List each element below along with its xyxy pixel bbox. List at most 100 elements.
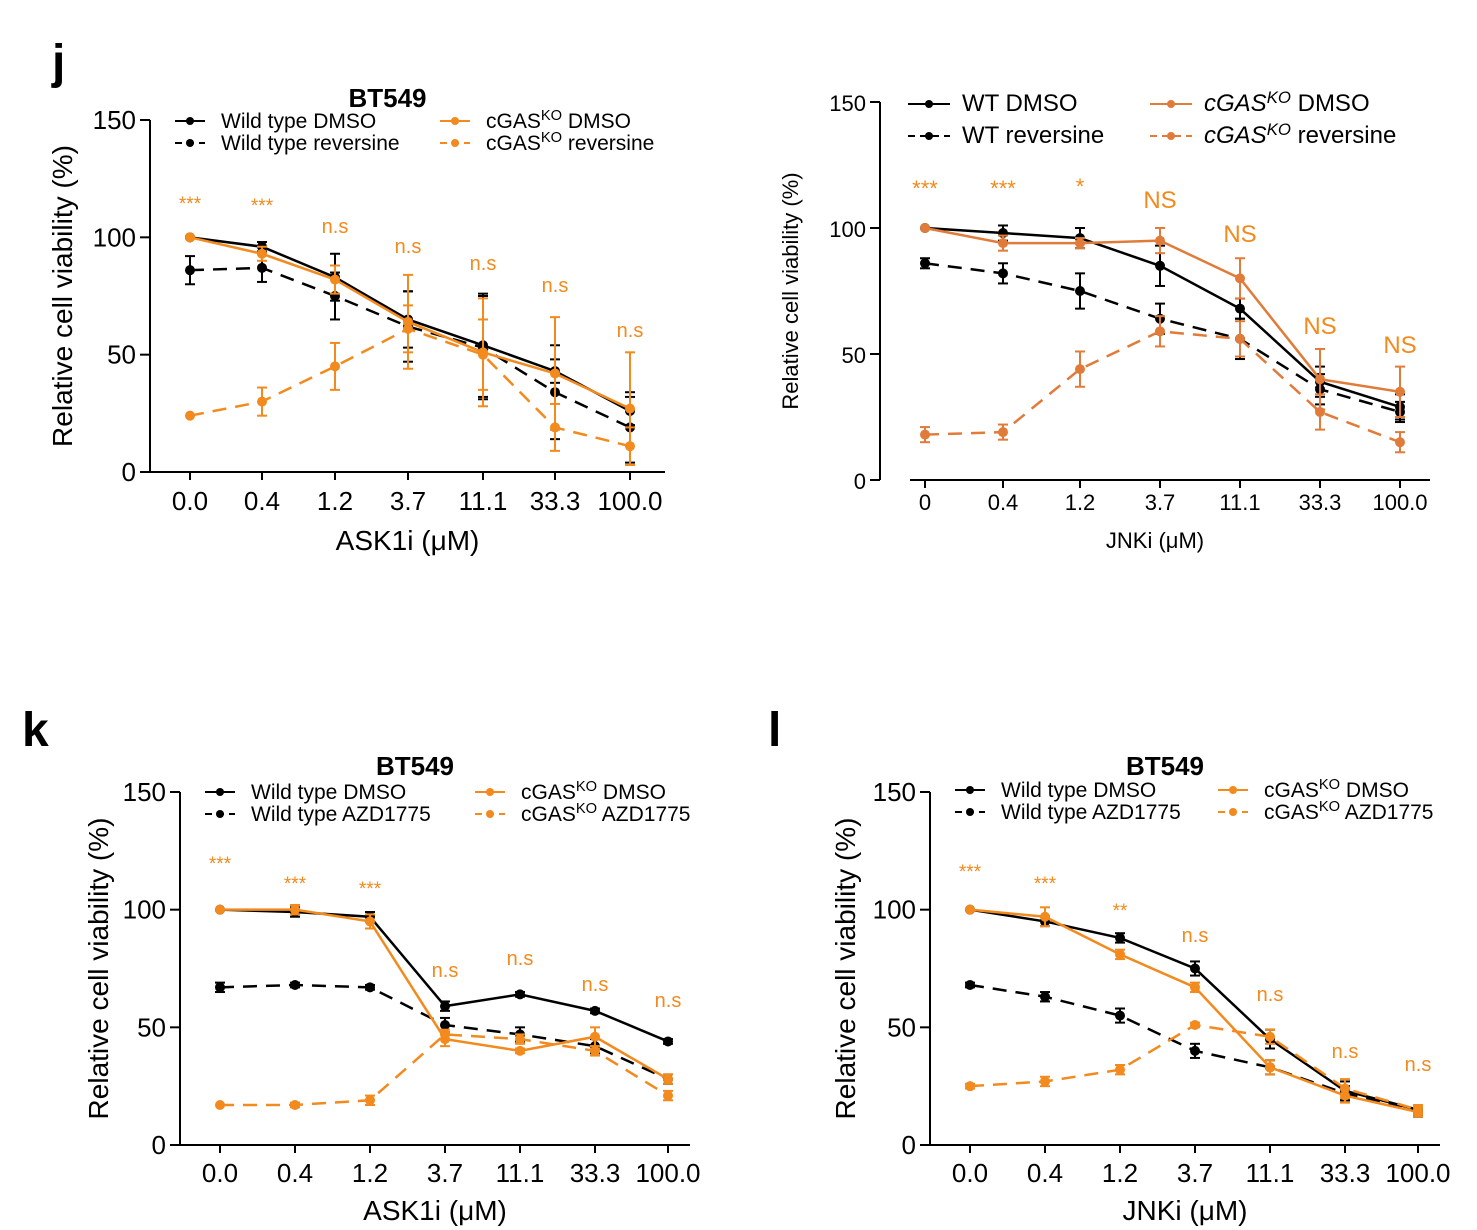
x-tick-label: 1.2 bbox=[317, 486, 353, 516]
x-tick-label: 0.4 bbox=[988, 490, 1019, 515]
significance-annotations: *** *** *** n.s n.s n.s n.s bbox=[209, 854, 681, 1012]
legend-label: Wild type reversine bbox=[221, 132, 400, 155]
data-point bbox=[1190, 982, 1200, 993]
legend-label-rest: reversine bbox=[562, 132, 654, 155]
legend-label: cGASKO reversine bbox=[1204, 120, 1396, 149]
data-point bbox=[920, 258, 930, 269]
data-point bbox=[1040, 911, 1050, 922]
x-tick-label: 0.4 bbox=[244, 486, 280, 516]
x-tick-label: 1.2 bbox=[1065, 490, 1096, 515]
legend-label: Wild type DMSO bbox=[251, 781, 406, 804]
x-tick-label: 100.0 bbox=[635, 1158, 700, 1188]
legend-item: WT DMSO bbox=[908, 90, 1078, 117]
data-point bbox=[365, 1095, 375, 1106]
data-point bbox=[290, 1099, 300, 1110]
legend-swatch-marker bbox=[925, 132, 933, 140]
significance-label: *** bbox=[912, 176, 938, 201]
panel-letter: j bbox=[51, 36, 65, 89]
x-tick-label: 100.0 bbox=[597, 486, 662, 516]
legend-item: Wild type DMSO bbox=[175, 110, 376, 133]
x-tick-label: 3.7 bbox=[1177, 1158, 1213, 1188]
significance-annotations: ********n.sn.sn.sn.s bbox=[959, 862, 1431, 1076]
series-3 bbox=[920, 223, 1405, 418]
data-point bbox=[550, 422, 560, 433]
data-point bbox=[590, 1005, 600, 1016]
data-point bbox=[1315, 374, 1325, 385]
y-tick-label: 50 bbox=[887, 1012, 916, 1042]
y-tick-label: 100 bbox=[123, 895, 166, 925]
axes: 0 50 100 150 0 0.4 1.2 3.7 11.1 33.3 100.0 JNKi (μM… bbox=[778, 91, 1430, 553]
legend-swatch-marker bbox=[186, 117, 194, 125]
x-tick-label: 0.4 bbox=[1027, 1158, 1063, 1188]
data-point bbox=[625, 403, 635, 414]
data-point bbox=[365, 916, 375, 927]
data-point bbox=[440, 1001, 450, 1012]
significance-label: NS bbox=[1383, 332, 1416, 359]
legend-label: Wild type DMSO bbox=[1001, 779, 1156, 802]
chart-panel-j: j BT549 0 50 100 150 0.0 0.4 1.2 3.7 11.1 33.3 100.0… bbox=[47, 36, 665, 556]
data-point bbox=[1340, 1083, 1350, 1094]
legend-swatch-marker bbox=[966, 786, 974, 794]
legend-label-rest: DMSO bbox=[597, 781, 666, 804]
series-line bbox=[189, 327, 631, 448]
y-tick-label: 0 bbox=[854, 469, 866, 494]
legend-label-text: cGAS bbox=[486, 132, 541, 155]
data-point bbox=[1040, 991, 1050, 1002]
significance-label: n.s bbox=[582, 974, 609, 996]
x-axis-label: JNKi (μM) bbox=[1106, 528, 1204, 553]
data-point bbox=[257, 396, 267, 407]
series-2 bbox=[920, 257, 1405, 424]
x-tick-label: 100.0 bbox=[1385, 1158, 1450, 1188]
data-point bbox=[1075, 286, 1085, 296]
data-point bbox=[1190, 1045, 1200, 1056]
data-point bbox=[1115, 1064, 1125, 1075]
legend-label-text: cGAS bbox=[521, 781, 576, 804]
legend-swatch-marker bbox=[451, 117, 459, 125]
legend-label-text: Wild type DMSO bbox=[251, 781, 406, 804]
x-tick-label: 0 bbox=[919, 490, 931, 515]
significance-label: *** bbox=[359, 879, 382, 900]
data-point bbox=[365, 982, 375, 993]
y-axis-label: Relative cell viability (%) bbox=[47, 145, 78, 447]
data-point bbox=[1190, 1019, 1200, 1030]
data-point bbox=[965, 1081, 975, 1092]
legend-item: Wild type DMSO bbox=[205, 781, 406, 804]
data-point bbox=[625, 441, 635, 452]
data-point bbox=[1235, 273, 1245, 284]
y-tick-label: 150 bbox=[873, 777, 916, 807]
y-tick-label: 100 bbox=[93, 222, 136, 252]
legend-swatch-marker bbox=[216, 810, 224, 818]
legend-label-text: cGAS bbox=[1204, 90, 1267, 117]
data-point bbox=[998, 238, 1008, 249]
y-axis-label: Relative cell viability (%) bbox=[83, 818, 114, 1120]
significance-label: *** bbox=[251, 196, 274, 217]
data-point bbox=[440, 1019, 450, 1030]
x-tick-label: 11.1 bbox=[496, 1158, 545, 1188]
legend-label-text: cGAS bbox=[1264, 779, 1319, 802]
legend-label: WT reversine bbox=[962, 122, 1104, 149]
legend-item: cGASKO DMSO bbox=[475, 779, 666, 804]
legend-swatch-marker bbox=[1167, 132, 1175, 140]
significance-label: n.s bbox=[1257, 984, 1284, 1006]
x-tick-label: 33.3 bbox=[1320, 1158, 1371, 1188]
legend-label-text: Wild type reversine bbox=[221, 132, 400, 155]
chart-title: BT549 bbox=[376, 751, 454, 781]
legend-superscript: KO bbox=[1267, 120, 1291, 139]
data-point bbox=[330, 361, 340, 372]
data-point bbox=[663, 1074, 673, 1085]
data-point bbox=[1413, 1104, 1423, 1115]
axes: 0 50 100 150 0.0 0.4 1.2 3.7 11.1 33.3 100.0 ASK1i … bbox=[47, 105, 665, 556]
significance-annotations: *** *** n.s n.s n.s n.s n.s bbox=[179, 194, 643, 342]
data-point bbox=[1040, 1076, 1050, 1087]
data-point bbox=[965, 979, 975, 990]
data-point bbox=[330, 274, 340, 285]
legend-label: Wild type AZD1775 bbox=[1001, 801, 1181, 824]
legend-label-rest: AZD1775 bbox=[597, 803, 690, 826]
y-tick-label: 100 bbox=[829, 217, 866, 242]
y-tick-label: 150 bbox=[829, 91, 866, 116]
series-4 bbox=[185, 304, 635, 466]
data-point bbox=[590, 1031, 600, 1042]
